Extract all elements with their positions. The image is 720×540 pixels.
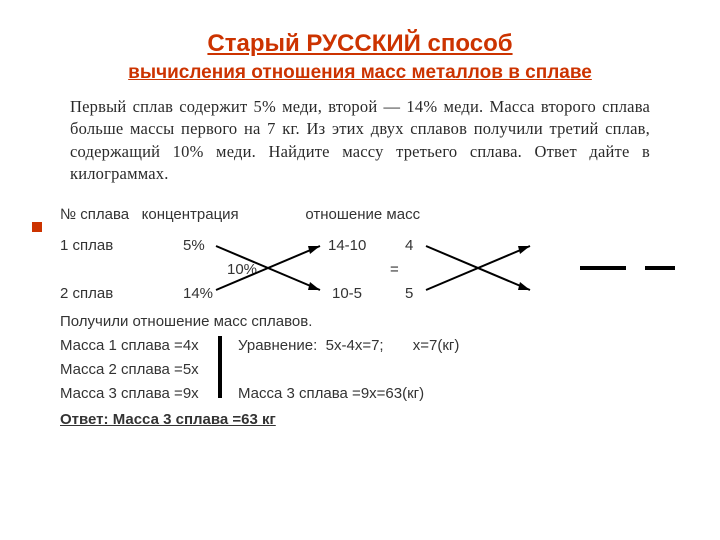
dash-1 bbox=[580, 266, 626, 270]
slide-bullet bbox=[32, 222, 42, 232]
table-header: № сплава концентрация отношение масс bbox=[60, 203, 660, 226]
problem-statement: Первый сплав содержит 5% меди, второй — … bbox=[70, 96, 650, 185]
solution-body: № сплава концентрация отношение масс 1 с… bbox=[60, 203, 660, 431]
line-m3b: Масса 3 сплава =9х=63(кг) bbox=[238, 382, 424, 405]
line-result: Получили отношение масс сплавов. bbox=[60, 310, 660, 333]
dash-2 bbox=[645, 266, 675, 270]
mass-block: Масса 1 сплава =4х Уравнение: 5х-4х=7; х… bbox=[60, 334, 660, 408]
row2-label: 2 сплав bbox=[60, 282, 113, 305]
line-m2: Масса 2 сплава =5х bbox=[60, 358, 199, 381]
mid-eq: = bbox=[390, 258, 399, 281]
line-m1: Масса 1 сплава =4х bbox=[60, 334, 199, 357]
row2-conc: 14% bbox=[183, 282, 213, 305]
line-eq: Уравнение: 5х-4х=7; х=7(кг) bbox=[238, 334, 459, 357]
cross-diagram: 1 сплав 5% 14-10 4 10% = 2 сплав 14% 10-… bbox=[60, 230, 660, 304]
cross-lines-left bbox=[210, 238, 340, 298]
subtitle: вычисления отношения масс металлов в спл… bbox=[60, 62, 660, 84]
line-m3a: Масса 3 сплава =9х bbox=[60, 382, 199, 405]
title: Старый РУССКИЙ способ bbox=[60, 30, 660, 58]
brace-bar bbox=[218, 336, 222, 398]
answer: Ответ: Масса 3 сплава =63 кг bbox=[60, 408, 660, 431]
cross-lines-right bbox=[420, 238, 550, 298]
row1-res: 4 bbox=[405, 234, 413, 257]
row2-res: 5 bbox=[405, 282, 413, 305]
row1-conc: 5% bbox=[183, 234, 205, 257]
row1-label: 1 сплав bbox=[60, 234, 113, 257]
